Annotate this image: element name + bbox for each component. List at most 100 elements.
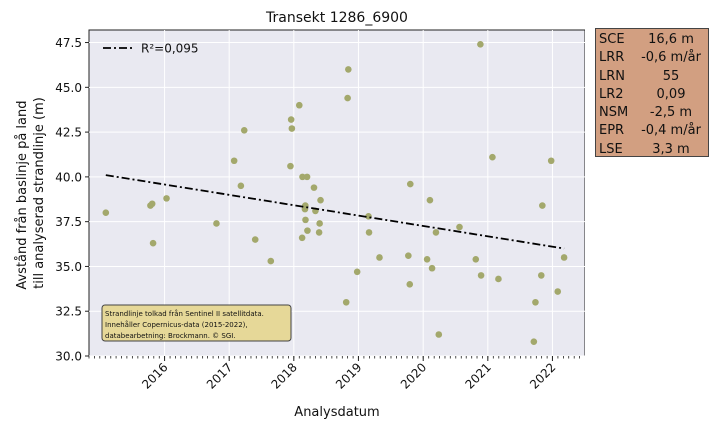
data-point xyxy=(532,298,539,306)
data-point xyxy=(317,196,324,204)
stats-value: -0,6 m/år xyxy=(641,50,701,66)
stats-value: 0,09 xyxy=(656,86,686,102)
data-point xyxy=(316,220,323,227)
stats-box: SCE 16,6 m LRR -0,6 m/år LRN 55 LR2 0,09 NSM… xyxy=(595,28,709,157)
stats-row: LRR -0,6 m/år xyxy=(599,49,705,67)
data-point xyxy=(428,264,436,272)
data-point xyxy=(267,257,275,265)
y-tick-label: 47.5 xyxy=(55,36,82,50)
data-point xyxy=(477,41,484,48)
chart-title: Transekt 1286_6900 xyxy=(265,10,408,26)
data-point xyxy=(345,66,352,73)
data-point xyxy=(240,127,248,134)
stats-key: NSM xyxy=(599,105,629,121)
y-tick-label: 35.0 xyxy=(55,260,82,274)
x-tick-label: 2019 xyxy=(333,360,364,391)
data-point xyxy=(432,229,440,236)
y-axis-label-line: Avstånd från baslinje på land xyxy=(15,100,30,289)
data-point xyxy=(537,272,545,279)
data-point xyxy=(495,275,502,283)
data-point xyxy=(365,229,373,236)
stats-row: LR2 0,09 xyxy=(599,86,705,104)
data-points xyxy=(102,41,568,345)
x-tick-label: 2017 xyxy=(204,360,235,391)
stats-row: LSE 3,3 m xyxy=(599,141,705,159)
stats-key: LRR xyxy=(599,50,625,66)
annotation-line: Strandlinje tolkad från Sentinel II sate… xyxy=(105,309,264,318)
x-tick-label: 2021 xyxy=(462,360,493,391)
data-point xyxy=(435,331,443,338)
annotation-line: databearbetning: Brockmann. © SGI. xyxy=(105,332,236,340)
data-point xyxy=(213,220,220,227)
stats-value: 3,3 m xyxy=(652,141,690,157)
data-point xyxy=(539,202,546,209)
stats-value: -2,5 m xyxy=(649,105,693,121)
y-axis-label-line: till analyserad strandlinje (m) xyxy=(32,97,47,289)
y-tick-label: 32.5 xyxy=(55,305,82,319)
stats-value: 16,6 m xyxy=(648,32,694,47)
data-point xyxy=(163,195,170,202)
data-point xyxy=(295,101,303,109)
data-point xyxy=(237,182,245,190)
data-point xyxy=(530,338,538,345)
stats-key: LR2 xyxy=(599,86,624,102)
data-point xyxy=(303,173,311,181)
trend-line-group xyxy=(105,174,565,250)
data-point xyxy=(299,173,306,181)
data-point xyxy=(310,184,318,191)
stats-row: SCE 16,6 m xyxy=(599,31,705,49)
data-point xyxy=(251,236,259,243)
source-annotation: Strandlinje tolkad från Sentinel II sate… xyxy=(101,304,292,342)
data-point xyxy=(353,268,361,276)
data-point xyxy=(230,157,238,165)
stats-row: NSM -2,5 m xyxy=(599,104,705,122)
data-point xyxy=(472,255,480,263)
data-point xyxy=(344,94,351,102)
data-point xyxy=(342,298,350,306)
data-point xyxy=(406,281,414,288)
data-point xyxy=(547,157,555,165)
stats-key: LSE xyxy=(599,141,623,157)
y-axis-label: Avstånd från baslinje på land till analy… xyxy=(15,96,47,289)
data-point xyxy=(489,153,496,161)
data-point xyxy=(315,229,323,236)
x-tick-label: 2018 xyxy=(268,360,299,391)
data-point xyxy=(456,223,463,231)
data-point xyxy=(298,234,306,242)
plot-area xyxy=(88,29,585,357)
x-axis-label: Analysdatum xyxy=(294,405,379,420)
annotation-box xyxy=(101,304,292,342)
y-tick-label: 45.0 xyxy=(55,81,82,95)
x-tick-label: 2022 xyxy=(527,360,558,391)
data-point xyxy=(376,254,383,261)
data-point xyxy=(406,180,414,188)
data-point xyxy=(426,196,434,204)
y-tick-label: 30.0 xyxy=(55,350,82,364)
chart: Transekt 1286_6900 30.0 32.5 35.0 37.5 40.0 4… xyxy=(15,10,585,420)
legend: R²=0,095 xyxy=(103,42,199,56)
data-point xyxy=(287,116,295,123)
stats-key: SCE xyxy=(599,32,625,47)
data-point xyxy=(149,239,157,247)
data-point xyxy=(477,272,485,279)
stats-key: LRN xyxy=(599,68,625,84)
y-tick-label: 42.5 xyxy=(55,126,82,140)
stats-value: -0,4 m/år xyxy=(641,123,701,139)
data-point xyxy=(304,227,311,234)
data-point xyxy=(287,162,294,170)
stats-row: EPR -0,4 m/år xyxy=(599,122,705,140)
x-tick-label: 2016 xyxy=(139,360,170,391)
stats-value: 55 xyxy=(662,68,680,84)
data-point xyxy=(560,254,568,261)
data-point xyxy=(148,200,156,208)
data-point xyxy=(288,125,296,132)
stats-row: LRN 55 xyxy=(599,68,705,86)
y-tick-label: 37.5 xyxy=(55,215,82,229)
y-tick-label: 40.0 xyxy=(55,170,82,184)
data-point xyxy=(405,252,412,259)
data-point xyxy=(102,209,110,217)
data-point xyxy=(554,288,562,295)
trend-line xyxy=(105,174,565,250)
data-point xyxy=(423,255,431,263)
legend-label: R²=0,095 xyxy=(141,42,199,56)
